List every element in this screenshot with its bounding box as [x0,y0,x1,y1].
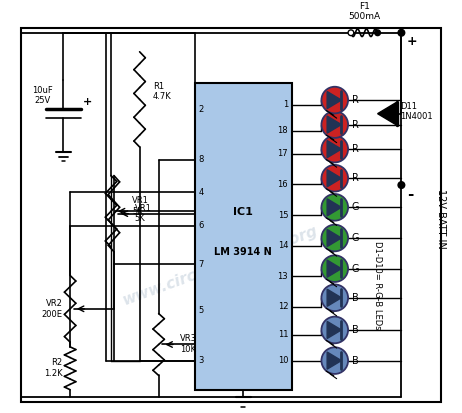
Text: 8: 8 [199,155,204,164]
Circle shape [322,87,348,114]
Text: B: B [352,325,359,335]
Circle shape [375,30,380,36]
Circle shape [322,136,348,162]
Text: 18: 18 [278,126,288,135]
Text: 10: 10 [278,356,288,365]
Polygon shape [327,230,341,247]
Text: R2
1.2K: R2 1.2K [44,358,62,377]
Text: R1
4.7K: R1 4.7K [153,82,172,102]
Circle shape [322,255,348,282]
Text: 14: 14 [278,241,288,250]
Polygon shape [327,140,341,158]
Circle shape [322,225,348,252]
Text: 1: 1 [283,100,288,109]
Polygon shape [377,102,397,125]
Circle shape [322,317,348,343]
Text: VR1
5K: VR1 5K [135,204,152,223]
Circle shape [348,30,354,36]
Text: 10uF
25V: 10uF 25V [32,86,53,105]
Text: VR2
200E: VR2 200E [42,299,62,318]
Polygon shape [327,92,341,109]
Text: 15: 15 [278,211,288,219]
Circle shape [398,182,405,188]
Circle shape [322,165,348,192]
Text: R: R [352,120,359,130]
Text: R: R [352,173,359,183]
Polygon shape [327,260,341,277]
Text: 5: 5 [199,306,204,315]
Text: VR3
10K: VR3 10K [180,335,197,354]
Polygon shape [327,352,341,369]
Text: 17: 17 [278,149,288,158]
Polygon shape [327,289,341,306]
Text: D1-D10= R-G-B LEDs: D1-D10= R-G-B LEDs [373,241,382,329]
Polygon shape [327,116,341,133]
Text: 3: 3 [199,356,204,365]
Text: LM 3914 N: LM 3914 N [214,247,272,257]
Circle shape [398,29,405,36]
Circle shape [322,347,348,374]
Text: D11
1N4001: D11 1N4001 [401,102,433,121]
Text: B: B [352,293,359,303]
Bar [195,83,292,390]
Circle shape [322,111,348,138]
Circle shape [322,194,348,221]
Polygon shape [327,199,341,216]
Text: G: G [352,202,359,212]
Polygon shape [327,170,341,187]
Text: +: + [407,35,418,47]
Text: VR1
5K: VR1 5K [132,196,149,216]
Text: 7: 7 [199,259,204,268]
Text: www.circuitdiagram.org: www.circuitdiagram.org [121,223,320,309]
Text: B: B [352,356,359,366]
Polygon shape [327,321,341,339]
Text: 12: 12 [278,302,288,311]
Text: 12V BATT IN: 12V BATT IN [437,188,446,248]
Text: G: G [352,233,359,243]
Text: 16: 16 [278,180,288,189]
Text: +: + [83,97,92,107]
Text: 13: 13 [278,272,288,281]
Text: IC1: IC1 [233,207,253,217]
Text: 4: 4 [199,188,204,197]
Text: G: G [352,263,359,274]
Text: R: R [352,95,359,105]
Text: 6: 6 [199,221,204,230]
Text: 2: 2 [199,105,204,114]
Text: 11: 11 [278,330,288,339]
Text: F1
500mA: F1 500mA [348,2,380,21]
Circle shape [322,285,348,311]
Text: R: R [352,144,359,154]
Text: -: - [407,187,413,202]
